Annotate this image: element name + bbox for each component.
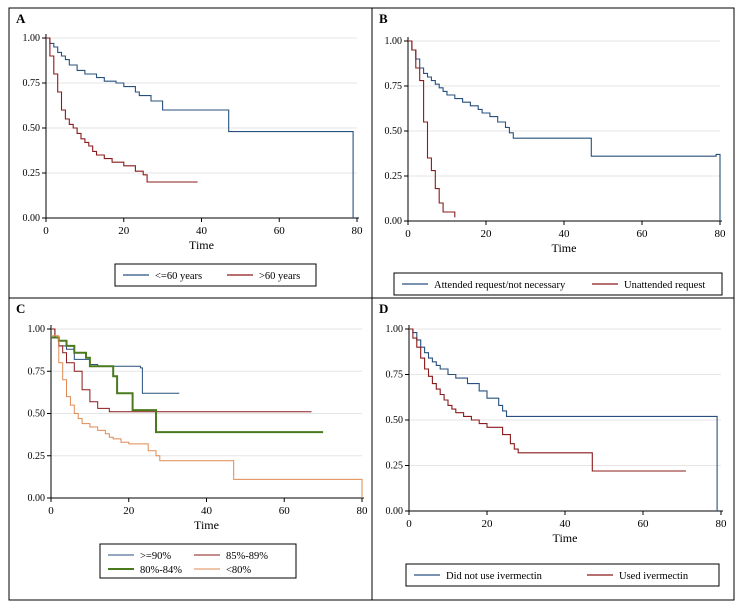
x-tick-label: 40	[196, 225, 208, 237]
km-panel-b: B 0.00 0.25 0.50 0.75 1.00 0 20 40 60 80 Time Attend…	[379, 11, 727, 296]
km-panel-d: D 0.00 0.25 0.50 0.75 1.00 0 20 40 60 80 Time Did no…	[379, 301, 728, 587]
y-tick-label: 0.25	[385, 171, 403, 182]
legend-label: >=90%	[140, 551, 171, 562]
panel-frame	[371, 297, 735, 601]
y-tick-label: 0.00	[23, 213, 41, 224]
km-curve	[51, 336, 324, 434]
panel-label: A	[16, 11, 26, 26]
y-tick-label: 0.50	[28, 409, 46, 420]
legend-label: Attended request/not necessary	[434, 280, 566, 291]
x-axis-label: Time	[553, 531, 578, 545]
legend-label: Used ivermectin	[619, 571, 689, 582]
y-tick-label: 0.00	[385, 216, 403, 227]
legend-label: Did not use ivermectin	[446, 571, 543, 582]
x-axis-label: Time	[194, 518, 219, 532]
km-curve	[46, 37, 354, 218]
y-tick-label: 0.00	[28, 493, 46, 504]
y-tick-label: 0.50	[23, 123, 41, 134]
x-tick-label: 80	[352, 225, 364, 237]
y-tick-label: 0.75	[385, 81, 403, 92]
x-tick-label: 40	[560, 518, 572, 530]
x-tick-label: 60	[638, 518, 650, 530]
km-curve	[51, 328, 180, 394]
x-tick-label: 0	[405, 228, 411, 240]
legend-label: Unattended request	[624, 280, 705, 291]
panel-label: D	[379, 301, 388, 316]
y-tick-label: 0.25	[23, 168, 41, 179]
km-curve	[409, 328, 686, 472]
km-panel-c: C 0.00 0.25 0.50 0.75 1.00 0 20 40 60 80 Time >=90% 8…	[16, 301, 369, 579]
y-tick-label: 1.00	[385, 36, 403, 47]
y-tick-label: 1.00	[386, 324, 404, 335]
y-tick-label: 0.75	[386, 370, 404, 381]
x-tick-label: 20	[482, 518, 494, 530]
legend-box	[99, 543, 297, 579]
y-tick-label: 0.50	[385, 126, 403, 137]
legend-box	[114, 263, 317, 287]
x-axis-label: Time	[552, 241, 577, 255]
panel-frame	[8, 7, 373, 299]
legend-label: >60 years	[259, 271, 300, 282]
y-tick-label: 0.25	[28, 451, 46, 462]
panel-label: C	[16, 301, 25, 316]
x-tick-label: 20	[118, 225, 130, 237]
x-tick-label: 40	[201, 505, 213, 517]
km-curve	[51, 335, 363, 498]
km-curve	[46, 37, 198, 183]
y-tick-label: 0.75	[23, 78, 41, 89]
y-tick-label: 0.25	[386, 461, 404, 472]
x-tick-label: 20	[481, 228, 493, 240]
km-curve	[51, 328, 312, 413]
y-tick-label: 0.75	[28, 366, 46, 377]
km-curve	[409, 328, 718, 511]
x-tick-label: 40	[559, 228, 571, 240]
legend-box	[393, 272, 723, 296]
x-tick-label: 0	[43, 225, 49, 237]
y-tick-label: 0.50	[386, 415, 404, 426]
x-tick-label: 0	[48, 505, 54, 517]
km-curve	[408, 40, 456, 218]
km-curve	[408, 40, 721, 221]
legend-label: <80%	[226, 565, 251, 576]
legend-label: 85%-89%	[226, 551, 268, 562]
panel-label: B	[379, 11, 388, 26]
y-tick-label: 1.00	[28, 324, 46, 335]
legend-box	[405, 563, 720, 587]
x-tick-label: 60	[279, 505, 291, 517]
x-tick-label: 80	[716, 518, 728, 530]
x-tick-label: 80	[357, 505, 369, 517]
x-tick-label: 20	[123, 505, 135, 517]
legend-label: <=60 years	[155, 271, 202, 282]
km-panel-a: A 0.00 0.25 0.50 0.75 1.00 0 20 40 60 80 Time <=60 y…	[16, 11, 364, 287]
y-tick-label: 1.00	[23, 33, 41, 44]
x-tick-label: 0	[406, 518, 412, 530]
x-tick-label: 60	[274, 225, 286, 237]
x-axis-label: Time	[189, 238, 214, 252]
legend-label: 80%-84%	[140, 565, 182, 576]
y-tick-label: 0.00	[386, 506, 404, 517]
x-tick-label: 80	[715, 228, 727, 240]
x-tick-label: 60	[637, 228, 649, 240]
